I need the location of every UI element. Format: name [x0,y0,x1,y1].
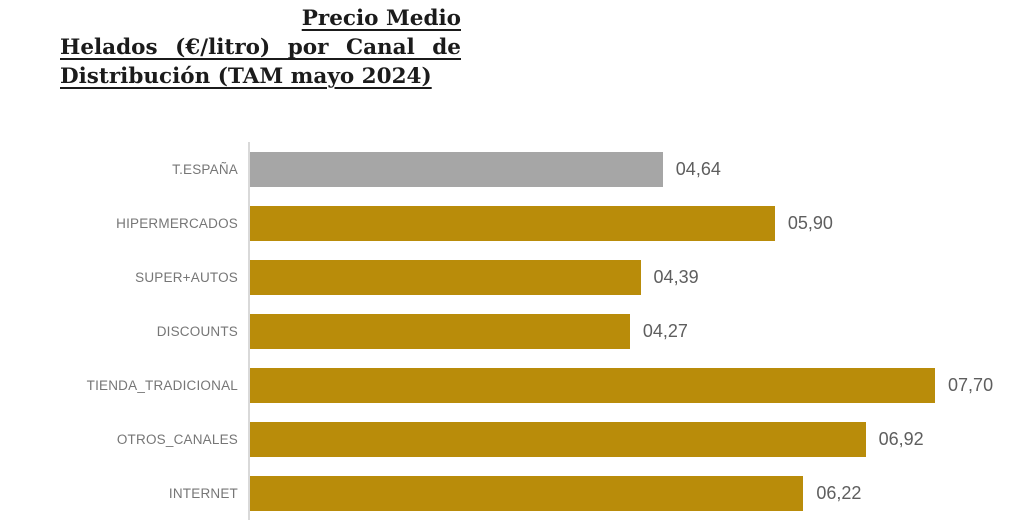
bar [250,259,641,295]
category-label: SUPER+AUTOS [135,269,238,285]
plot-area: 07,70 [248,358,1024,412]
chart-row: T.ESPAÑA 04,64 [0,142,1024,196]
chart-row: INTERNET 06,22 [0,466,1024,520]
bar [250,421,866,457]
value-label: 05,90 [787,212,833,233]
plot-area: 05,90 [248,196,1024,250]
chart-row: HIPERMERCADOS 05,90 [0,196,1024,250]
bar-chart: T.ESPAÑA 04,64 HIPERMERCADOS 05,90 SUPER… [0,142,1024,520]
plot-area: 06,92 [248,412,1024,466]
chart-row: SUPER+AUTOS 04,39 [0,250,1024,304]
category-label: TIENDA_TRADICIONAL [86,377,238,393]
category-label: HIPERMERCADOS [116,215,238,231]
category-label: T.ESPAÑA [172,161,238,177]
plot-area: 04,39 [248,250,1024,304]
value-label: 06,92 [878,428,924,449]
value-label: 06,22 [816,482,862,503]
plot-area: 06,22 [248,466,1024,520]
chart-title: Precio Medio Helados (€/litro) por Canal… [60,4,461,91]
plot-area: 04,27 [248,304,1024,358]
category-label: INTERNET [168,485,238,501]
chart-title-line-2: Helados (€/litro) por Canal de [60,35,461,60]
bar [250,151,663,187]
chart-row: OTROS_CANALES 06,92 [0,412,1024,466]
bar [250,205,775,241]
chart-title-line-3: Distribución (TAM mayo 2024) [60,64,432,89]
category-label: DISCOUNTS [156,323,238,339]
chart-row: DISCOUNTS 04,27 [0,304,1024,358]
plot-area: 04,64 [248,142,1024,196]
bar [250,313,630,349]
value-label: 04,27 [642,320,688,341]
chart-row: TIENDA_TRADICIONAL 07,70 [0,358,1024,412]
bar [250,367,936,403]
value-label: 04,39 [653,266,699,287]
chart-rows: T.ESPAÑA 04,64 HIPERMERCADOS 05,90 SUPER… [0,142,1024,520]
chart-title-line-1: Precio Medio [301,6,461,31]
value-label: 07,70 [948,374,994,395]
category-label: OTROS_CANALES [116,431,238,447]
value-label: 04,64 [675,158,721,179]
bar [250,475,804,511]
